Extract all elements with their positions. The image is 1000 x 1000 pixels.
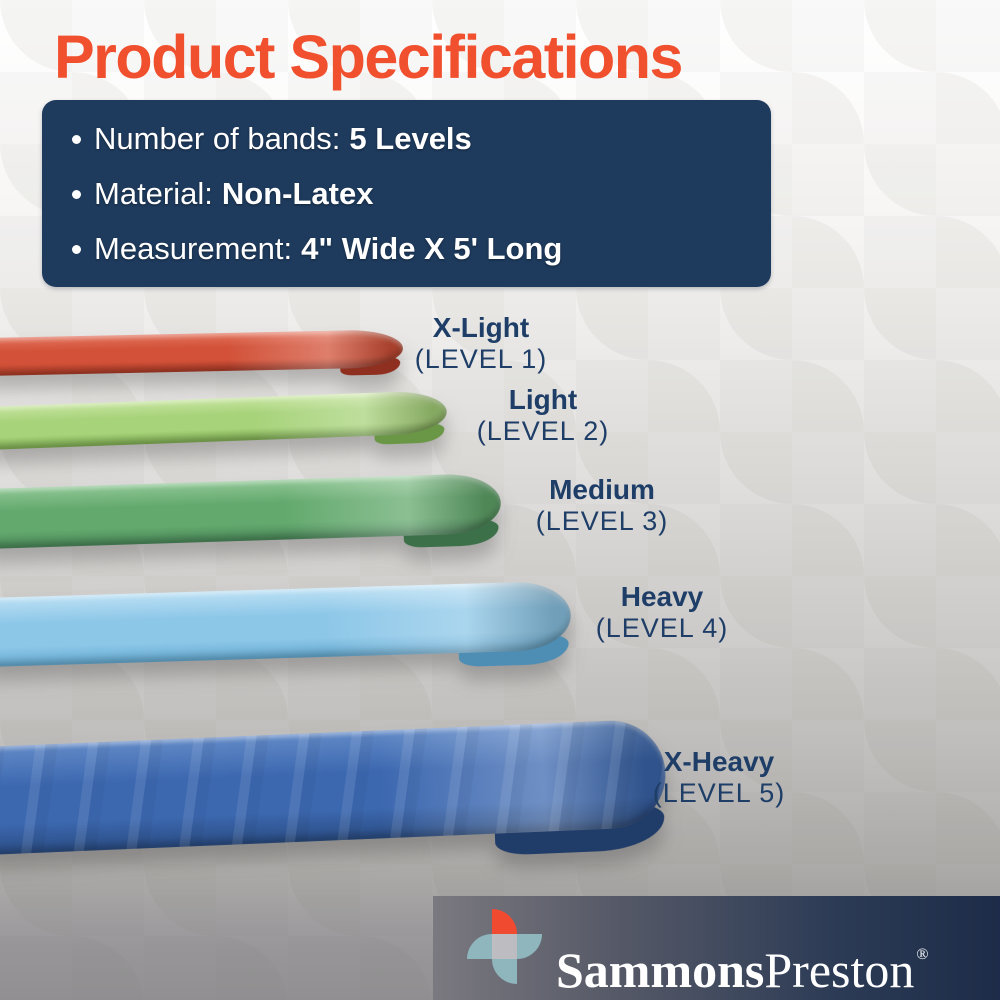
logo-petal-teal (517, 934, 542, 959)
spec-value: Non-Latex (221, 176, 374, 211)
registered-mark: ® (916, 946, 929, 963)
spec-item-bands: Number of bands: 5 Levels (72, 111, 771, 166)
band-level: (LEVEL 5) (652, 778, 786, 808)
band-level: (LEVEL 1) (414, 344, 548, 374)
brand-light-text: Preston (764, 942, 915, 998)
bullet-icon (72, 135, 81, 144)
logo-petal-teal (467, 934, 492, 959)
brand-wordmark: SammonsPreston ® (556, 929, 929, 996)
bullet-icon (72, 190, 81, 199)
brand-bold-text: Sammons (556, 942, 765, 998)
band-label-heavy: Heavy (LEVEL 4) (596, 581, 729, 644)
spec-label: Number of bands: (94, 121, 341, 156)
logo-petal-teal (492, 959, 517, 984)
band-name: X-Light (432, 312, 530, 343)
spec-item-measurement: Measurement: 4" Wide X 5' Long (72, 221, 771, 276)
band-name: Medium (549, 474, 655, 505)
band-label-xheavy: X-Heavy (LEVEL 5) (653, 746, 786, 809)
logo-petal-red (492, 909, 517, 934)
bullet-icon (72, 245, 81, 254)
band-level: (LEVEL 4) (595, 613, 729, 643)
spec-label: Measurement: (94, 231, 293, 266)
band-label-light: Light (LEVEL 2) (477, 384, 610, 447)
logo-petal-center (492, 934, 517, 959)
band-xlight (0, 329, 404, 376)
band-name: Heavy (620, 581, 704, 612)
spec-value: 5 Levels (349, 121, 472, 156)
band-level: (LEVEL 3) (535, 506, 669, 536)
spec-panel: Number of bands: 5 Levels Material: Non-La… (42, 100, 771, 287)
band-label-medium: Medium (LEVEL 3) (536, 474, 669, 537)
band-name: Light (508, 384, 578, 415)
spec-item-material: Material: Non-Latex (72, 166, 771, 221)
band-label-xlight: X-Light (LEVEL 1) (415, 312, 548, 375)
band-level: (LEVEL 2) (476, 416, 610, 446)
band-name: X-Heavy (663, 746, 775, 777)
footer-brand-bar: SammonsPreston ® (433, 896, 1000, 1000)
page-title: Product Specifications (54, 23, 683, 91)
spec-label: Material: (94, 176, 213, 211)
spec-value: 4" Wide X 5' Long (301, 231, 563, 266)
sammons-preston-cross-icon (467, 909, 542, 984)
